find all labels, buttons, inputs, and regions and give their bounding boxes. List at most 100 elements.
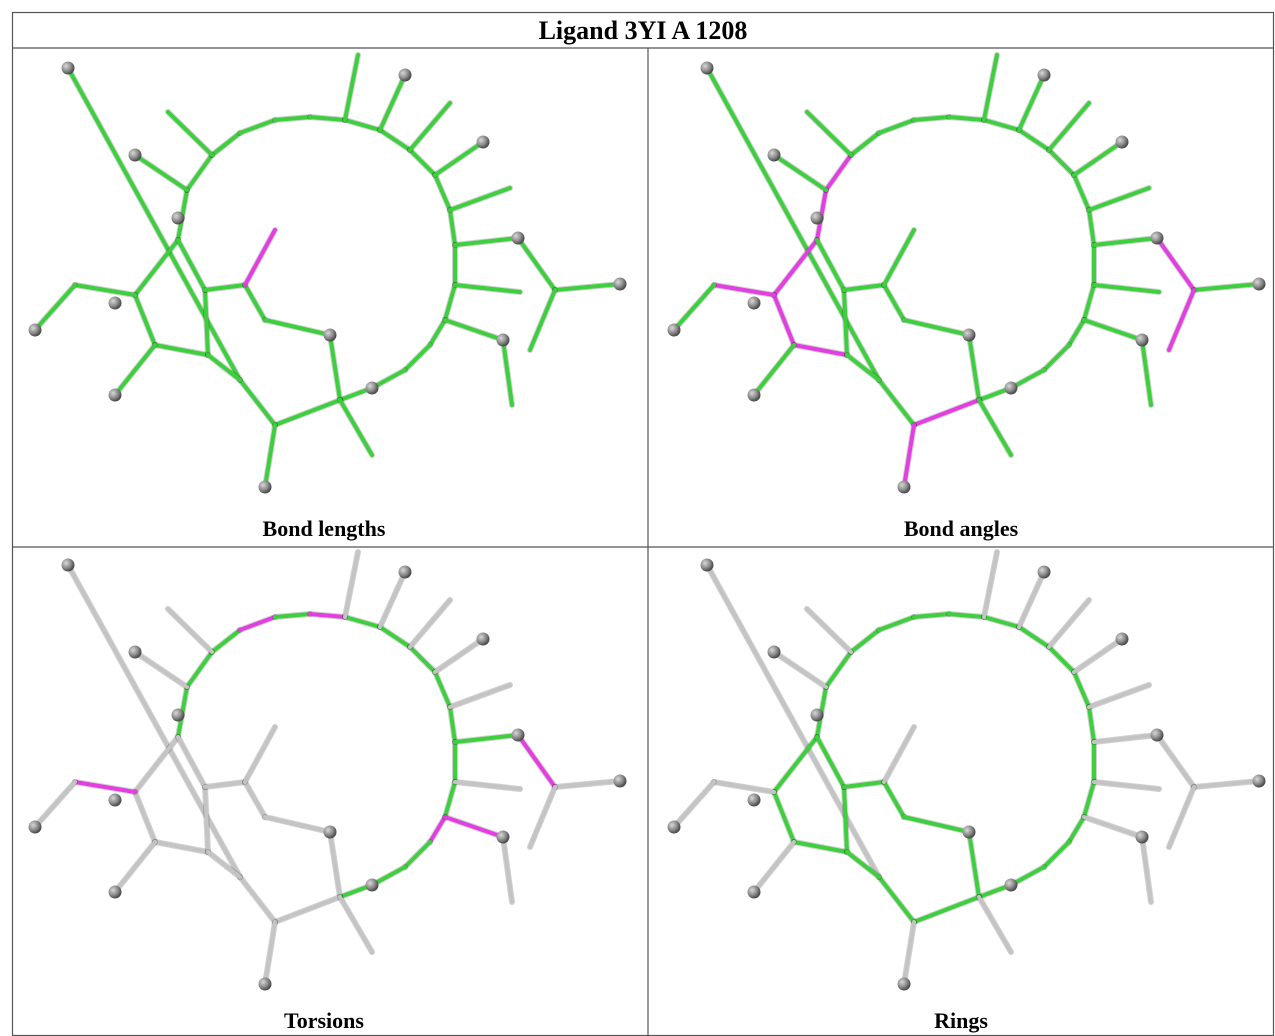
bond: [450, 188, 510, 210]
atom: [1151, 232, 1164, 245]
page: Ligand 3YI A 1208 Bond lengths Bond angl…: [0, 0, 1275, 1036]
bond: [503, 340, 512, 405]
atom: [129, 646, 142, 659]
bond: [1069, 817, 1084, 842]
bond: [380, 75, 405, 130]
atom: [1136, 831, 1149, 844]
bond: [445, 320, 503, 340]
bond: [1019, 627, 1049, 647]
atom: [172, 709, 185, 722]
panel-caption: Bond lengths: [263, 516, 386, 541]
atom: [898, 481, 911, 494]
atom: [259, 978, 272, 991]
atom: [768, 149, 781, 162]
bond: [979, 400, 1011, 455]
bond: [979, 897, 1011, 952]
bond: [75, 285, 135, 295]
bond: [380, 627, 410, 647]
molecule-panel: [29, 55, 627, 494]
atom: [614, 775, 627, 788]
atom: [748, 794, 761, 807]
bond: [530, 290, 555, 350]
bond: [380, 572, 405, 627]
atom: [898, 978, 911, 991]
bond: [707, 68, 879, 380]
bond: [807, 112, 851, 155]
bond: [844, 285, 884, 290]
bond: [914, 400, 979, 425]
bond: [245, 782, 265, 817]
bond: [275, 400, 340, 425]
bond: [826, 155, 851, 190]
bond: [1049, 600, 1089, 647]
bond: [68, 68, 240, 380]
bond: [884, 285, 904, 320]
bond: [1169, 787, 1194, 847]
bond: [844, 782, 884, 787]
bond: [450, 707, 455, 742]
bond: [879, 380, 914, 425]
atom: [366, 382, 379, 395]
bond: [75, 782, 135, 792]
bond: [754, 842, 794, 892]
bond: [345, 55, 358, 120]
bond: [774, 295, 794, 345]
atom: [614, 278, 627, 291]
bond: [969, 832, 979, 897]
bond: [405, 345, 430, 370]
bond: [904, 320, 969, 335]
bond: [245, 727, 275, 782]
atom: [324, 826, 337, 839]
bond: [187, 652, 212, 687]
atom: [29, 821, 42, 834]
bond: [178, 737, 205, 787]
atom: [497, 831, 510, 844]
atom: [701, 62, 714, 75]
bond: [155, 345, 208, 355]
bond: [754, 345, 794, 395]
bond: [518, 238, 555, 290]
bond: [435, 672, 450, 707]
atom: [748, 389, 761, 402]
bond: [884, 727, 914, 782]
bond: [914, 897, 979, 922]
bond: [205, 782, 245, 787]
bond: [265, 817, 330, 832]
atom: [109, 794, 122, 807]
bond: [1074, 639, 1122, 672]
bond: [445, 285, 455, 320]
bond: [155, 842, 208, 852]
bond: [984, 120, 1019, 130]
bond: [1142, 340, 1151, 405]
bond: [774, 155, 826, 190]
bond: [135, 155, 187, 190]
bond: [345, 617, 380, 627]
bond: [817, 737, 844, 787]
bond: [430, 320, 445, 345]
bond: [330, 335, 340, 400]
atom: [1005, 879, 1018, 892]
bond: [817, 240, 844, 290]
atom: [748, 886, 761, 899]
bond: [884, 782, 904, 817]
bond: [35, 782, 75, 827]
bond: [168, 112, 212, 155]
atom: [963, 826, 976, 839]
bond: [826, 652, 851, 687]
bond: [135, 240, 178, 295]
bond: [380, 130, 410, 150]
atom: [701, 559, 714, 572]
atom: [399, 566, 412, 579]
bond: [340, 400, 372, 455]
molecule-layer: [29, 55, 1266, 991]
bond: [503, 837, 512, 902]
bond: [212, 630, 240, 652]
bond: [240, 380, 275, 425]
bond: [851, 630, 879, 652]
bond: [168, 609, 212, 652]
atom: [477, 136, 490, 149]
bond: [1157, 238, 1194, 290]
bond: [1142, 837, 1151, 902]
atom: [324, 329, 337, 342]
bond: [212, 133, 240, 155]
